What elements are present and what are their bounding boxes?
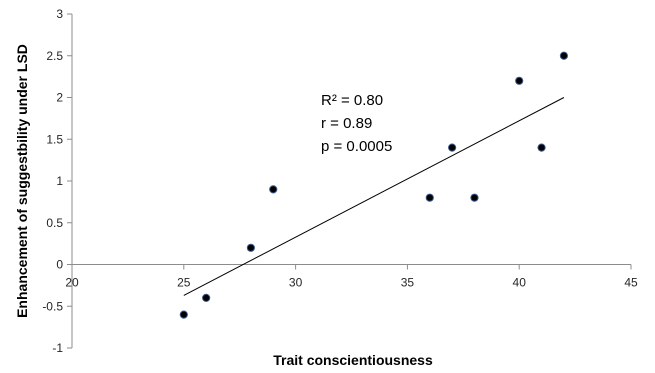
y-tick-label: 2.5 [46, 49, 63, 63]
y-tick-label: 0 [56, 258, 63, 272]
p-value-annotation: p = 0.0005 [321, 138, 392, 155]
data-point [559, 51, 569, 60]
y-tick-marks [67, 13, 72, 349]
trendline [183, 97, 565, 296]
x-tick-label: 25 [177, 276, 191, 290]
y-tick-labels: -1 -0.5 0 0.5 1 1.5 2 2.5 3 [42, 7, 63, 355]
y-tick-label: 1.5 [46, 132, 63, 146]
data-points [179, 51, 569, 319]
y-tick-label: 2 [56, 91, 63, 105]
data-point [470, 193, 479, 202]
y-tick-label: -1 [52, 341, 63, 355]
y-axis-title: Enhancement of suggestbility under LSD [14, 44, 30, 318]
data-point [269, 185, 278, 194]
y-tick-label: 0.5 [46, 216, 63, 230]
y-tick-label: 3 [56, 7, 63, 21]
y-tick-label: -0.5 [42, 299, 63, 313]
data-point [425, 193, 434, 202]
r-squared-annotation: R² = 0.80 [321, 92, 383, 109]
r-annotation: r = 0.89 [321, 115, 372, 132]
x-tick-labels: 20 25 30 35 40 45 [65, 276, 638, 290]
x-tick-label: 45 [624, 276, 638, 290]
x-tick-label: 35 [401, 276, 415, 290]
x-tick-marks [71, 264, 632, 270]
data-point [202, 293, 211, 302]
data-point [515, 76, 524, 85]
x-tick-label: 30 [289, 276, 303, 290]
data-point [246, 243, 255, 252]
y-tick-label: 1 [56, 174, 63, 188]
x-axis-title: Trait conscientiousness [273, 352, 433, 368]
x-tick-label: 40 [513, 276, 527, 290]
data-point [448, 143, 457, 152]
data-point [179, 310, 188, 319]
data-point [537, 143, 546, 152]
